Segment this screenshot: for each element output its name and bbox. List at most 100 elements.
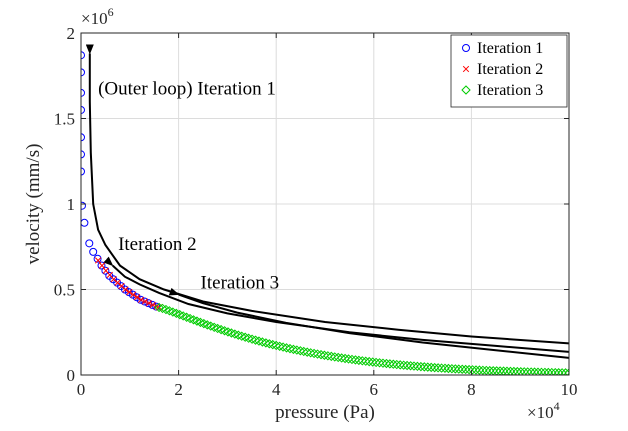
data-point-iteration-3 [254,336,264,346]
data-point-iteration-1 [81,88,85,97]
legend-marker-iteration-3 [461,85,471,95]
x-tick-label: 0 [77,380,86,399]
data-point-iteration-1 [81,68,85,77]
data-point-iteration-1 [89,247,98,256]
data-point-iteration-3 [502,366,512,375]
data-point-iteration-3 [467,365,478,375]
data-point-iteration-3 [474,365,485,375]
data-point-iteration-3 [326,351,337,362]
data-point-iteration-3 [347,354,357,365]
legend-marker-iteration-1 [462,44,470,52]
data-point-iteration-2 [126,288,133,296]
data-point-iteration-3 [505,366,516,375]
x-tick-label: 8 [467,380,476,399]
data-point-iteration-1 [136,295,145,304]
data-point-iteration-3 [381,358,392,369]
data-point-iteration-3 [323,351,333,361]
data-point-iteration-3 [292,345,302,355]
data-point-iteration-3 [243,333,254,343]
legend-label-iteration-2: Iteration 2 [477,61,543,78]
data-point-iteration-3 [361,356,371,366]
data-point-iteration-3 [522,367,533,375]
data-point-iteration-3 [481,365,492,375]
data-point-iteration-3 [385,359,395,369]
data-point-iteration-3 [354,355,364,366]
data-point-iteration-3 [264,339,275,349]
data-point-iteration-3 [250,335,261,345]
data-point-iteration-3 [409,361,419,371]
data-point-iteration-3 [319,350,330,360]
data-point-iteration-3 [526,367,536,375]
iteration-curves [85,44,569,359]
data-point-iteration-3 [519,367,529,375]
data-point-iteration-2 [145,300,152,307]
data-point-iteration-1 [81,133,85,142]
data-point-iteration-1 [132,293,141,302]
data-point-iteration-3 [157,303,168,314]
data-point-iteration-1 [81,201,86,210]
data-point-iteration-3 [440,363,450,373]
data-point-iteration-3 [216,324,226,335]
data-point-iteration-3 [257,337,268,347]
data-point-iteration-3 [495,366,505,375]
data-point-iteration-3 [226,328,237,338]
data-point-iteration-2 [94,257,102,264]
data-point-iteration-3 [419,362,430,372]
data-point-iteration-3 [302,347,312,357]
data-point-iteration-3 [212,323,223,334]
data-point-iteration-3 [536,367,547,375]
x-axis-label: pressure (Pa) [275,402,375,423]
x-tick-label: 4 [272,380,281,399]
data-point-iteration-3 [464,364,474,375]
data-point-iteration-3 [543,367,554,375]
data-point-iteration-3 [154,302,164,313]
data-point-iteration-3 [219,326,230,336]
curve-iteration-2 [103,256,569,353]
data-point-iteration-3 [378,358,388,368]
data-point-iteration-1 [101,266,110,275]
legend-marker-iteration-2 [462,65,470,73]
data-point-iteration-3 [288,344,299,355]
data-point-iteration-3 [367,357,378,367]
annotation-iteration-2: Iteration 2 [118,234,197,255]
data-point-iteration-3 [412,361,423,372]
data-point-iteration-3 [553,368,564,375]
y-tick-label: 1.5 [54,110,75,129]
data-point-iteration-3 [333,352,343,363]
data-point-iteration-3 [285,343,295,354]
data-point-iteration-1 [128,290,137,299]
data-point-iteration-2 [122,286,129,293]
data-point-iteration-3 [316,349,326,360]
data-point-iteration-2 [141,298,149,305]
annotation-outer-loop-iteration-1: (Outer loop) Iteration 1 [98,79,276,100]
data-point-iteration-2 [133,294,141,301]
data-point-iteration-3 [416,361,426,372]
data-point-iteration-3 [261,338,271,348]
data-point-iteration-3 [436,363,447,373]
y-axis-label: velocity (mm/s) [23,144,44,265]
x-tick-label: 6 [370,380,379,399]
data-point-iteration-3 [299,346,309,357]
x-tick-label: 10 [561,380,578,399]
data-point-iteration-3 [281,343,292,353]
data-point-iteration-1 [140,297,149,306]
data-point-iteration-3 [509,366,519,375]
data-point-iteration-3 [564,368,569,375]
curve-iteration-3 [168,287,569,359]
data-point-iteration-3 [305,348,316,358]
data-point-iteration-3 [540,367,550,375]
data-markers [81,51,569,375]
data-point-iteration-3 [268,339,278,350]
legend-label-iteration-1: Iteration 1 [477,40,543,57]
data-point-iteration-3 [388,359,399,369]
axes-box [80,32,570,376]
data-point-iteration-1 [81,218,89,227]
y-tick-label: 0.5 [54,281,75,300]
data-point-iteration-3 [443,363,454,374]
data-point-iteration-3 [237,331,247,341]
data-point-iteration-3 [498,366,509,375]
data-point-iteration-2 [98,262,106,269]
data-point-iteration-3 [405,361,416,371]
x-exponent-label: ×104 [527,399,560,422]
